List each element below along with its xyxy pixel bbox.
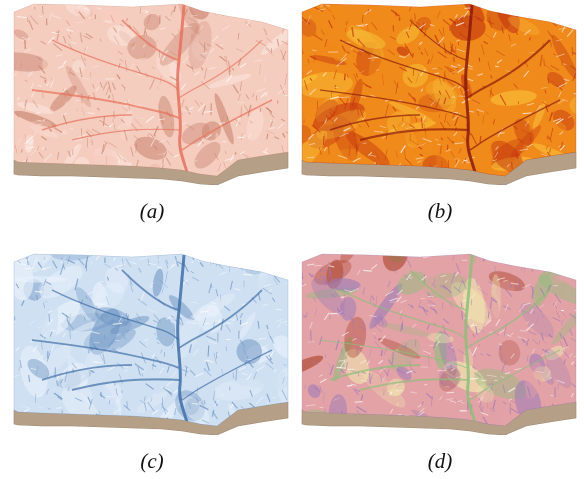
terrain-panel-a [12,0,292,185]
caption-d: (d) [427,449,453,473]
terrain-rendering-d [301,253,577,435]
terrain-texture [14,254,288,426]
terrain-rendering-a [13,3,289,185]
caption-c: (c) [140,449,164,473]
terrain-panel-d [300,250,580,435]
terrain-rendering-b [301,3,577,185]
terrain-rendering-c [13,253,289,435]
terrain-panel-c [12,250,292,435]
caption-b: (b) [427,199,453,223]
terrain-panel-b [300,0,580,185]
caption-a: (a) [139,199,165,223]
